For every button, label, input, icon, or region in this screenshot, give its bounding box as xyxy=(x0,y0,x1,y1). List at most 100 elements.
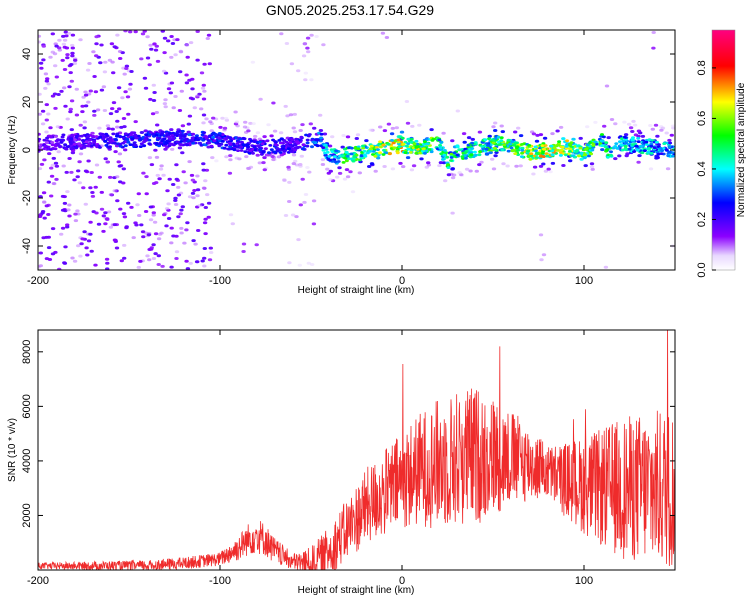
spectrogram-ridge-cell xyxy=(649,142,654,146)
spectrogram-cell xyxy=(410,124,415,128)
spectrogram-ridge-cell xyxy=(646,147,651,151)
spectrogram-ridge-cell xyxy=(253,148,258,152)
spectrogram-ridge-cell xyxy=(649,152,654,155)
spectrogram-ridge-cell xyxy=(622,135,627,139)
spectrogram-cell xyxy=(302,42,308,46)
spectrogram-cell xyxy=(202,256,207,260)
spectrogram-cell xyxy=(234,120,240,124)
spectrogram-cell xyxy=(105,217,110,221)
spectrogram-ridge-cell xyxy=(393,139,398,143)
spectrogram-ridge-cell xyxy=(61,133,66,137)
spectrogram-ridge-cell xyxy=(652,146,657,150)
spectrogram-ridge-cell xyxy=(180,134,185,138)
spectrogram-cell xyxy=(300,123,305,127)
spectrogram-ridge-cell xyxy=(174,132,179,136)
spectrogram-ridge-cell xyxy=(184,137,189,141)
spectrogram-cell xyxy=(328,169,333,173)
spectrogram-ridge-cell xyxy=(123,132,128,136)
spectrogram-cell xyxy=(142,30,147,33)
spectrogram-cell xyxy=(187,114,193,118)
spectrogram-cell xyxy=(203,217,208,221)
spectrogram-cell xyxy=(376,156,381,160)
spectrogram-cell xyxy=(174,177,179,181)
spectrogram-cell xyxy=(184,43,190,47)
spectrogram-ridge-cell xyxy=(259,153,264,156)
spectrogram-cell xyxy=(272,129,278,133)
spectrogram-ridge-cell xyxy=(640,151,645,155)
spectrogram-ridge-cell xyxy=(400,136,405,140)
spectrogram-cell xyxy=(419,157,424,161)
spectrogram-ridge-cell xyxy=(267,151,271,155)
spectrogram-ridge-cell xyxy=(642,149,647,153)
spectrogram-cell xyxy=(83,93,89,97)
spectrogram-cell xyxy=(373,169,378,173)
spectrogram-cell xyxy=(648,167,654,171)
spectrogram-cell xyxy=(42,200,47,204)
spectrogram-cell xyxy=(195,94,200,98)
spectrogram-cell xyxy=(302,200,307,204)
spectrogram-ridge-cell xyxy=(613,145,618,148)
spectrogram-y-tick-label: -20 xyxy=(21,190,33,206)
spectrogram-cell xyxy=(561,164,566,167)
spectrogram-cell xyxy=(62,201,68,205)
spectrogram-cell xyxy=(89,249,94,253)
spectrogram-ridge-cell xyxy=(638,145,643,148)
spectrogram-cell xyxy=(405,156,411,160)
spectrogram-ridge-cell xyxy=(319,132,324,136)
spectrogram-cell xyxy=(80,110,85,114)
spectrogram-cell xyxy=(286,167,292,171)
spectrogram-cell xyxy=(208,120,213,124)
spectrogram-ridge-cell xyxy=(381,143,386,147)
spectrogram-cell xyxy=(166,217,172,220)
spectrogram-cell xyxy=(203,232,208,236)
spectrogram-cell xyxy=(117,50,123,53)
snr-panel: -200 -100 0 100 2000 4000 6000 8000 Height of … xyxy=(7,329,676,596)
spectrogram-ridge-cell xyxy=(207,141,211,145)
spectrogram-ridge-cell xyxy=(362,153,367,157)
spectrogram-ridge-cell xyxy=(224,137,228,140)
spectrogram-cell xyxy=(450,211,455,215)
spectrogram-cell xyxy=(477,163,482,167)
spectrogram-cell xyxy=(160,264,165,268)
spectrogram-cell xyxy=(578,136,583,140)
spectrogram-ridge-cell xyxy=(227,141,232,145)
spectrogram-cell xyxy=(61,42,67,46)
spectrogram-cell xyxy=(63,245,68,249)
spectrogram-ridge-cell xyxy=(163,142,168,146)
spectrogram-ridge-cell xyxy=(260,142,265,146)
spectrogram-cell xyxy=(269,134,274,138)
spectrogram-cell xyxy=(179,208,184,212)
spectrogram-ridge-cell xyxy=(396,138,401,142)
spectrogram-cell xyxy=(289,62,295,66)
spectrogram-ridge-cell xyxy=(604,148,609,152)
spectrogram-cell xyxy=(123,148,128,152)
spectrogram-ridge-cell xyxy=(147,142,152,146)
spectrogram-ridge-cell xyxy=(268,144,273,147)
spectrogram-ridge-cell xyxy=(59,138,63,142)
spectrogram-cell xyxy=(99,207,105,211)
spectrogram-ridge-cell xyxy=(305,138,310,142)
spectrogram-cell xyxy=(613,122,618,126)
spectrogram-cell xyxy=(103,222,108,226)
spectrogram-cell xyxy=(382,129,388,133)
spectrogram-cell xyxy=(102,109,108,112)
spectrogram-cell xyxy=(345,175,351,179)
spectrogram-cell xyxy=(151,182,157,185)
spectrogram-ridge-cell xyxy=(72,138,77,142)
spectrogram-ridge-cell xyxy=(273,140,278,144)
spectrogram-ridge-cell xyxy=(148,131,153,134)
spectrogram-cell xyxy=(166,87,172,91)
spectrogram-ridge-cell xyxy=(138,138,143,141)
spectrogram-cell xyxy=(354,137,359,140)
spectrogram-cell xyxy=(94,54,99,58)
spectrogram-cell xyxy=(188,96,194,100)
spectrogram-cell xyxy=(173,203,179,206)
spectrogram-cell xyxy=(230,222,235,226)
spectrogram-cell xyxy=(82,230,87,234)
spectrogram-cell xyxy=(294,215,299,219)
spectrogram-cell xyxy=(291,153,297,157)
spectrogram-cell xyxy=(127,87,133,91)
spectrogram-ridge-cell xyxy=(506,149,511,153)
spectrogram-cell xyxy=(155,59,161,63)
spectrogram-ridge-cell xyxy=(121,141,126,145)
